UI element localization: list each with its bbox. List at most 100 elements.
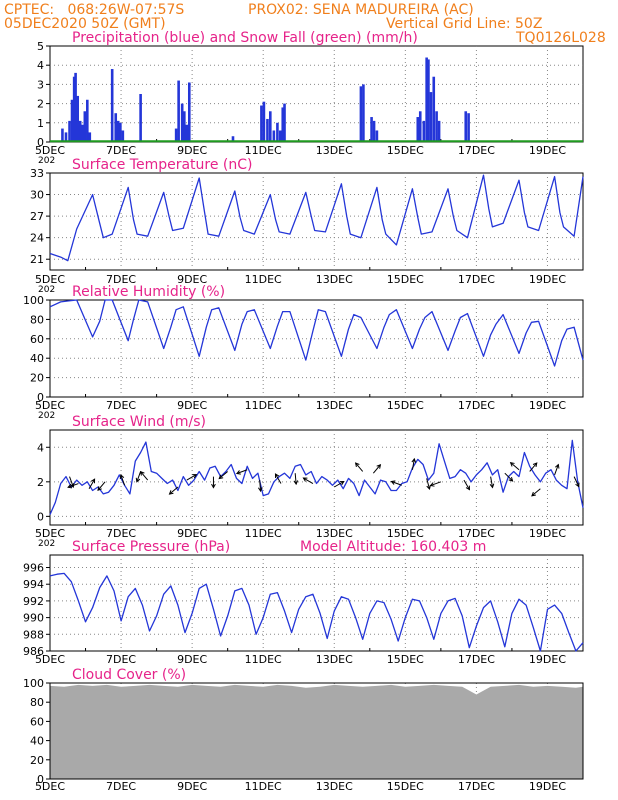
precip-frame [49,45,584,143]
temp-x-tick-label: 15DEC [387,273,424,286]
precip-bar [427,59,430,142]
wind-arrow-shaft [372,464,381,474]
wind-y-tick-label: 4 [37,441,44,454]
cloud-x-tick-label: 11DEC [245,780,282,793]
precip-bar [269,111,272,142]
wind-arrow-head [67,483,73,489]
rh-x-tick-label: 7DEC [106,399,136,412]
precip-x-tick-label: 15DEC [387,144,424,157]
precip-bar [432,76,436,142]
wind-arrow-head [489,483,495,489]
wind-arrow-shaft [120,474,126,486]
precip-panel [46,45,584,143]
cloud-x-tick-label: 7DEC [106,780,136,793]
wind-arrow [334,480,345,488]
precip-x-tick-label: 5DEC [35,144,65,157]
rh-x-tick-label: 17DEC [458,399,495,412]
wind-arrow-shaft [294,473,297,485]
header-station-coords: CPTEC: 068:26W-07:57S [4,2,185,18]
wind-arrow [554,463,560,476]
rh-y-tick-label: 20 [30,372,44,385]
wind-arrow-head [465,485,470,491]
precip-bar [86,99,89,142]
wind-arrow-head [411,457,417,463]
precip-bar [231,136,235,142]
precip-bar [425,57,428,142]
precip-bar [467,113,470,142]
pres-series-line [49,572,584,652]
wind-arrow-shaft [391,481,402,486]
pres-frame [49,554,584,652]
wind-arrow-head [555,463,560,469]
wind-y-tick-label: 0 [37,510,44,523]
wind-x-tick-label: 17DEC [458,527,495,540]
temp-series-line [49,174,584,262]
pres-y-tick-label: 990 [23,612,44,625]
wind-arrow-head [119,473,125,479]
temp-title: Surface Temperature (nC) [72,157,253,173]
precip-bar [435,111,438,142]
wind-arrow [293,473,299,486]
cloud-x-tick-label: 15DEC [387,780,424,793]
precip-bar [281,107,285,142]
rh-title: Relative Humidity (%) [72,284,225,300]
wind-arrow [97,481,106,492]
precip-bar [177,80,180,142]
precip-x-tick-label: 13DEC [316,144,353,157]
cloud-frame-top [49,682,584,780]
precip-x-tick-label: 7DEC [106,144,136,157]
cloud-y-tick-label: 80 [30,696,44,709]
cloud-panel [46,682,584,780]
temp-x-tick-label: 19DEC [529,273,566,286]
wind-arrow [235,469,248,475]
precip-bar [88,132,92,142]
precip-bar [116,120,120,142]
wind-arrow-head [429,482,435,487]
precip-bar [139,94,142,142]
precip-bar [418,111,422,142]
wind-arrow-shaft [218,471,228,479]
wind-arrow [88,478,96,489]
precip-bar [180,103,184,142]
wind-arrow-head [293,480,299,486]
wind-arrow-head [192,474,198,479]
wind-arrow [139,470,149,481]
precip-bar [370,117,373,142]
wind-arrow-head [339,480,345,486]
wind-arrow-head [97,486,102,492]
header-model-code: TQ0126L028 [516,30,606,46]
precip-bar [61,128,64,142]
header-station-name: PROX02: SENA MADUREIRA (AC) [248,2,474,18]
precip-bar [72,76,76,142]
precip-bar [114,113,118,142]
wind-x-tick-label: 11DEC [245,527,282,540]
wind-arrow-shaft [136,471,142,482]
cloud-y-tick-label: 100 [23,677,44,690]
cloud-x-tick-label: 5DEC [35,780,65,793]
rh-x-tick-label: 15DEC [387,399,424,412]
wind-arrow-shaft [463,479,470,490]
pres-y-tick-label: 994 [23,578,44,591]
precip-bar [262,101,266,142]
precip-bar [422,120,426,142]
precip-bar [183,111,186,142]
precip-x-tick-label: 9DEC [177,144,207,157]
wind-arrow-shaft [67,483,79,488]
wind-arrow [411,457,417,470]
wind-arrow [274,473,282,484]
pres-panel [46,554,584,652]
precip-bar [283,103,286,142]
pres-x-tick-label: 9DEC [177,653,207,666]
precip-bar [429,92,433,142]
cloud-x-tick-label: 17DEC [458,780,495,793]
wind-y-tick-label: 2 [37,476,44,489]
precip-y-tick-label: 5 [37,40,44,53]
pres-x-tick-label: 7DEC [106,653,136,666]
cloud-cover-area [50,684,583,779]
wind-x-tick-label: 15DEC [387,527,424,540]
pres-x-tick-label: 19DEC [529,653,566,666]
precip-y-tick-label: 4 [37,59,44,72]
cloud-y-tick-label: 0 [37,773,44,786]
pres-x-tick-label: 5DEC [35,653,65,666]
cloud-y-tick-label: 40 [30,735,44,748]
